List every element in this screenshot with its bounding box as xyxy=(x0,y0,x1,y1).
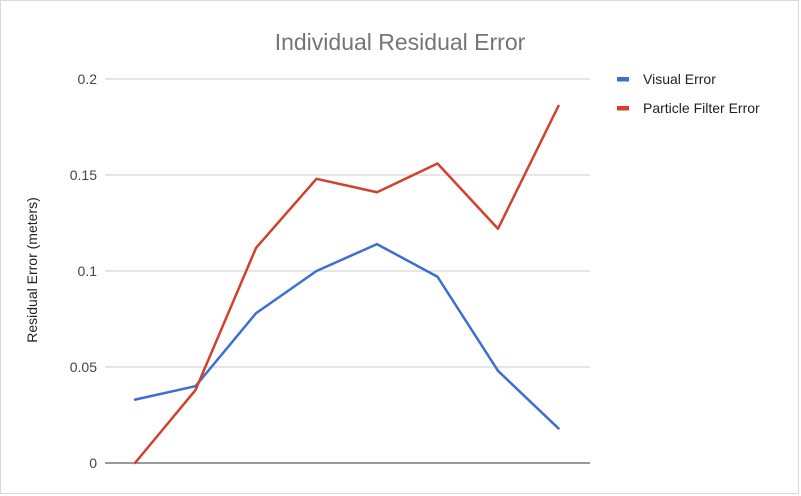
y-tick-label: 0 xyxy=(89,455,97,471)
y-tick-label: 0.2 xyxy=(78,71,98,87)
chart-title: Individual Residual Error xyxy=(275,29,526,55)
y-tick-label: 0.1 xyxy=(78,263,98,279)
y-tick-label: 0.05 xyxy=(70,359,97,375)
legend: Visual Error Particle Filter Error xyxy=(617,71,760,116)
series-line-particle-filter-error xyxy=(133,104,560,465)
series-lines xyxy=(133,104,560,465)
legend-swatch xyxy=(617,77,629,82)
y-axis-ticks: 0 0.05 0.1 0.15 0.2 xyxy=(70,71,97,471)
series-line-visual-error xyxy=(133,242,560,430)
gridlines xyxy=(105,78,590,464)
legend-label: Particle Filter Error xyxy=(643,100,760,116)
legend-label: Visual Error xyxy=(643,71,716,87)
y-tick-label: 0.15 xyxy=(70,167,97,183)
y-axis-label: Residual Error (meters) xyxy=(24,197,40,342)
legend-swatch xyxy=(617,106,629,111)
